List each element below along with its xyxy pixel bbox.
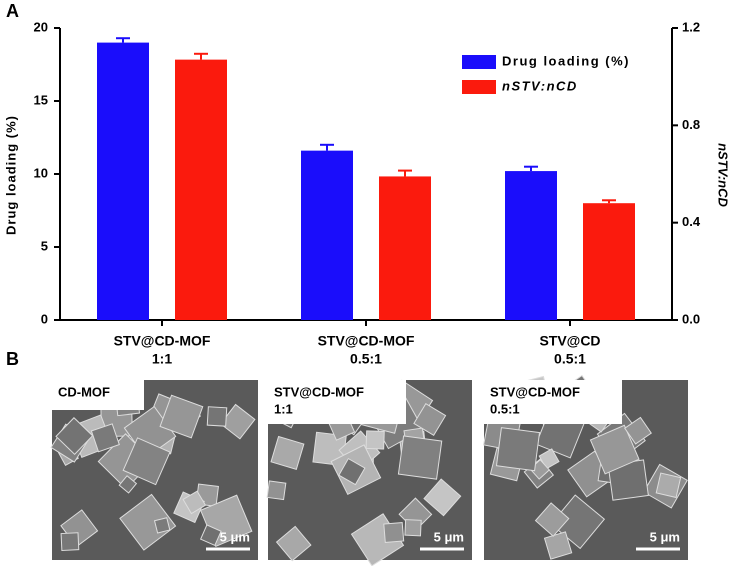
scale-bar-label: 5 μm — [220, 529, 250, 544]
label-box — [52, 380, 144, 410]
bar — [97, 42, 149, 320]
crystal — [159, 394, 204, 439]
crystal — [413, 403, 447, 437]
crystal — [118, 475, 138, 494]
crystal — [397, 435, 443, 480]
y2-axis-label: nSTV:nCD — [716, 143, 731, 207]
x-tick-label: 0.5:1 — [554, 351, 586, 367]
sem-image: STV@CD-MOF 0.5:1 5 μm — [482, 374, 688, 560]
crystal — [655, 472, 682, 499]
bar — [379, 176, 431, 320]
crystal — [219, 403, 256, 440]
y-axis-label: Drug loading (%) — [3, 115, 18, 235]
label-box — [484, 380, 622, 424]
y-tick-label: 15 — [34, 92, 48, 107]
bar — [505, 171, 557, 320]
crystal — [423, 478, 462, 517]
x-tick-label: 1:1 — [152, 351, 172, 367]
y-tick-label: 10 — [34, 165, 48, 180]
legend-label: nSTV:nCD — [502, 78, 578, 93]
crystal — [153, 517, 171, 534]
crystal — [589, 424, 640, 475]
scale-bar-label: 5 μm — [650, 529, 680, 544]
crystal — [266, 480, 287, 501]
bar — [175, 59, 227, 321]
x-tick-label: STV@CD — [539, 333, 600, 349]
sem-image: CD-MOF 5 μm — [50, 380, 258, 560]
x-tick-label: STV@CD-MOF — [318, 333, 415, 349]
x-tick-label: 0.5:1 — [350, 351, 382, 367]
crystal — [495, 427, 541, 472]
x-tick-label: STV@CD-MOF — [114, 333, 211, 349]
bar — [583, 203, 635, 320]
crystal — [55, 417, 94, 455]
crystal — [270, 435, 305, 470]
bar — [301, 150, 353, 320]
y-tick-label: 0 — [41, 311, 48, 326]
image-label: 1:1 — [274, 401, 293, 416]
crystal — [122, 437, 171, 486]
legend-swatch — [462, 80, 496, 94]
crystal — [199, 524, 222, 547]
y-tick-label: 20 — [34, 19, 48, 34]
y2-tick-label: 0.8 — [682, 117, 700, 132]
sem-image: STV@CD-MOF 1:1 5 μm — [266, 379, 472, 566]
crystal — [404, 519, 422, 537]
image-label: STV@CD-MOF — [490, 384, 580, 399]
crystal — [338, 457, 366, 486]
crystal — [534, 502, 570, 537]
y2-tick-label: 0.4 — [682, 214, 701, 229]
image-label: CD-MOF — [58, 384, 110, 399]
crystal — [182, 490, 207, 515]
image-label: STV@CD-MOF — [274, 384, 364, 399]
legend-label: Drug loading (%) — [502, 53, 630, 68]
scale-bar-label: 5 μm — [434, 529, 464, 544]
crystal — [383, 522, 405, 543]
crystal — [60, 532, 80, 551]
panel-label: B — [6, 349, 19, 369]
y2-tick-label: 0.0 — [682, 311, 700, 326]
crystal — [206, 406, 228, 427]
y2-tick-label: 1.2 — [682, 19, 700, 34]
crystal — [543, 531, 573, 560]
label-box — [268, 380, 406, 424]
legend-swatch — [462, 55, 496, 69]
crystal — [119, 493, 177, 551]
image-label: 0.5:1 — [490, 401, 520, 416]
crystal — [275, 525, 312, 562]
crystal — [365, 430, 385, 450]
panel-label: A — [6, 1, 19, 21]
crystal — [624, 416, 652, 445]
crystal — [90, 423, 120, 453]
y-tick-label: 5 — [41, 238, 48, 253]
